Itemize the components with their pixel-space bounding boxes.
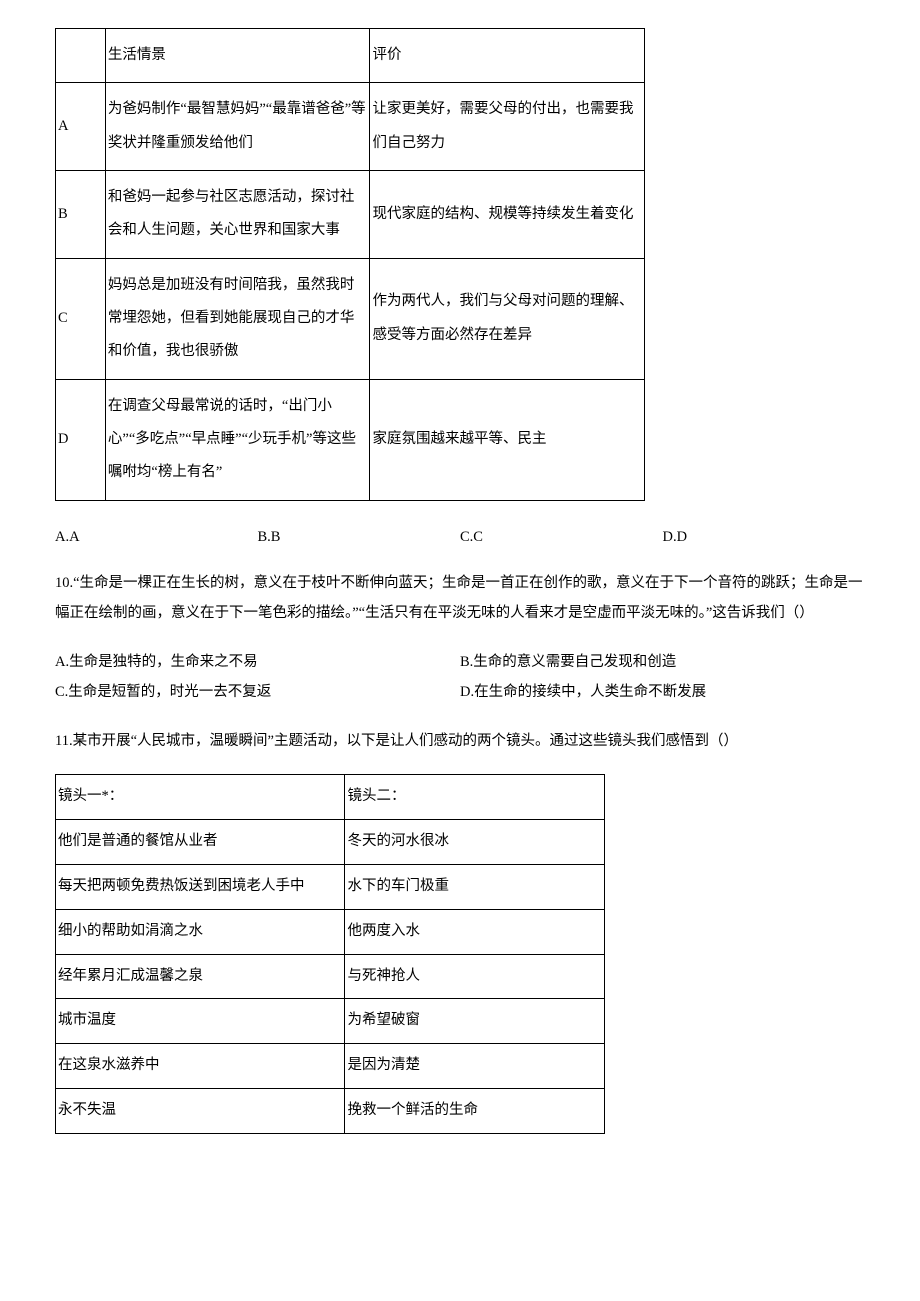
q11-stem: 11.某市开展“人民城市，温暖瞬间”主题活动，以下是让人们感动的两个镜头。通过这… <box>55 726 865 756</box>
table-row: 他们是普通的餐馆从业者冬天的河水很冰 <box>56 819 605 864</box>
row-scene: 和爸妈一起参与社区志愿活动，探讨社会和人生问题，关心世界和国家大事 <box>105 171 370 259</box>
option-a: A.A <box>55 529 258 546</box>
cell-left: 细小的帮助如涓滴之水 <box>56 909 345 954</box>
table-row: 城市温度为希望破窗 <box>56 999 605 1044</box>
scenario-evaluation-table: 生活情景 评价 A 为爸妈制作“最智慧妈妈”“最靠谱爸爸”等奖状并隆重颁发给他们… <box>55 28 645 501</box>
option-b: B.生命的意义需要自己发现和创造 <box>460 647 865 677</box>
table-row: 永不失温挽救一个鲜活的生命 <box>56 1089 605 1134</box>
header-cell: 生活情景 <box>105 29 370 83</box>
cell-right: 为希望破窗 <box>345 999 605 1044</box>
q10-options: A.生命是独特的，生命来之不易 B.生命的意义需要自己发现和创造 C.生命是短暂… <box>55 647 865 708</box>
row-eval: 现代家庭的结构、规模等持续发生着变化 <box>370 171 645 259</box>
table-row: C 妈妈总是加班没有时间陪我，虽然我时常埋怨她，但看到她能展现自己的才华和价值，… <box>56 258 645 379</box>
option-b: B.B <box>258 529 461 546</box>
table-row: 细小的帮助如涓滴之水他两度入水 <box>56 909 605 954</box>
row-key: A <box>56 83 106 171</box>
cell-right: 镜头二： <box>345 774 605 819</box>
table-row: 在这泉水滋养中是因为清楚 <box>56 1044 605 1089</box>
header-cell <box>56 29 106 83</box>
story-snapshot-table: 镜头一*：镜头二： 他们是普通的餐馆从业者冬天的河水很冰 每天把两顿免费热饭送到… <box>55 774 605 1134</box>
cell-right: 是因为清楚 <box>345 1044 605 1089</box>
row-scene: 妈妈总是加班没有时间陪我，虽然我时常埋怨她，但看到她能展现自己的才华和价值，我也… <box>105 258 370 379</box>
row-scene: 为爸妈制作“最智慧妈妈”“最靠谱爸爸”等奖状并隆重颁发给他们 <box>105 83 370 171</box>
cell-left: 他们是普通的餐馆从业者 <box>56 819 345 864</box>
header-cell: 评价 <box>370 29 645 83</box>
row-key: B <box>56 171 106 259</box>
q9-options: A.A B.B C.C D.D <box>55 529 865 546</box>
cell-left: 经年累月汇成温馨之泉 <box>56 954 345 999</box>
option-c: C.C <box>460 529 663 546</box>
option-c: C.生命是短暂的，时光一去不复返 <box>55 677 460 707</box>
table-header-row: 生活情景 评价 <box>56 29 645 83</box>
cell-right: 与死神抢人 <box>345 954 605 999</box>
cell-right: 挽救一个鲜活的生命 <box>345 1089 605 1134</box>
table-row: 镜头一*：镜头二： <box>56 774 605 819</box>
option-a: A.生命是独特的，生命来之不易 <box>55 647 460 677</box>
row-eval: 让家更美好，需要父母的付出，也需要我们自己努力 <box>370 83 645 171</box>
row-scene: 在调查父母最常说的话时，“出门小心”“多吃点”“早点睡”“少玩手机”等这些嘱咐均… <box>105 379 370 500</box>
table-row: B 和爸妈一起参与社区志愿活动，探讨社会和人生问题，关心世界和国家大事 现代家庭… <box>56 171 645 259</box>
table-row: A 为爸妈制作“最智慧妈妈”“最靠谱爸爸”等奖状并隆重颁发给他们 让家更美好，需… <box>56 83 645 171</box>
cell-right: 冬天的河水很冰 <box>345 819 605 864</box>
cell-left: 永不失温 <box>56 1089 345 1134</box>
table-row: 每天把两顿免费热饭送到困境老人手中水下的车门极重 <box>56 864 605 909</box>
row-eval: 作为两代人，我们与父母对问题的理解、感受等方面必然存在差异 <box>370 258 645 379</box>
row-key: D <box>56 379 106 500</box>
cell-left: 城市温度 <box>56 999 345 1044</box>
table-row: 经年累月汇成温馨之泉与死神抢人 <box>56 954 605 999</box>
option-d: D.在生命的接续中，人类生命不断发展 <box>460 677 865 707</box>
cell-left: 每天把两顿免费热饭送到困境老人手中 <box>56 864 345 909</box>
row-eval: 家庭氛围越来越平等、民主 <box>370 379 645 500</box>
cell-left: 镜头一*： <box>56 774 345 819</box>
q10-stem: 10.“生命是一棵正在生长的树，意义在于枝叶不断伸向蓝天；生命是一首正在创作的歌… <box>55 568 865 629</box>
cell-right: 他两度入水 <box>345 909 605 954</box>
row-key: C <box>56 258 106 379</box>
table-row: D 在调查父母最常说的话时，“出门小心”“多吃点”“早点睡”“少玩手机”等这些嘱… <box>56 379 645 500</box>
option-d: D.D <box>663 529 866 546</box>
cell-right: 水下的车门极重 <box>345 864 605 909</box>
cell-left: 在这泉水滋养中 <box>56 1044 345 1089</box>
